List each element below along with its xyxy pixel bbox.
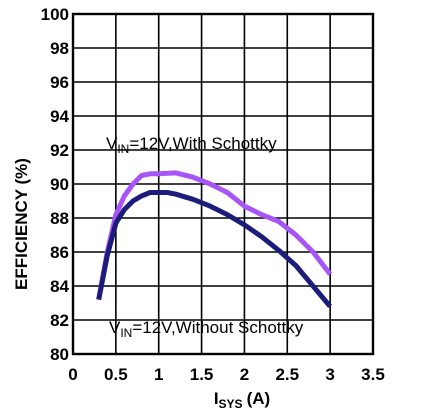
grid bbox=[73, 14, 373, 354]
series-line-with-schottky bbox=[96, 170, 333, 301]
y-tick-label: 100 bbox=[41, 5, 69, 24]
x-tick-label: 1.5 bbox=[190, 365, 214, 384]
x-axis-label-unit: (A) bbox=[247, 389, 271, 408]
y-tick-label: 98 bbox=[50, 39, 69, 58]
y-tick-label: 92 bbox=[50, 141, 69, 160]
annotation-with-schottky: VIN=12V,With Schottky bbox=[106, 134, 277, 156]
x-axis-label-sub: SYS bbox=[219, 397, 243, 411]
plot-border bbox=[71, 12, 375, 356]
annotation-with-schottky-pre: V bbox=[106, 134, 118, 153]
x-tick-label: 1 bbox=[154, 365, 163, 384]
y-tick-label: 88 bbox=[50, 209, 69, 228]
x-tick-label: 3 bbox=[325, 365, 334, 384]
x-axis-label-main: I bbox=[214, 389, 219, 408]
plot-frame bbox=[71, 12, 375, 356]
x-tick-label: 3.5 bbox=[361, 365, 385, 384]
annotation-without-schottky-post: =12V,Without Schottky bbox=[132, 318, 303, 337]
y-axis-label: EFFICIENCY (%) bbox=[12, 158, 31, 290]
y-tick-label: 82 bbox=[50, 311, 69, 330]
annotation-with-schottky-post: =12V,With Schottky bbox=[129, 134, 277, 153]
annotation-with-schottky-sub: IN bbox=[117, 142, 129, 156]
series-line-without-schottky bbox=[96, 190, 333, 309]
x-tick-label: 2 bbox=[240, 365, 249, 384]
x-tick-label: 0 bbox=[68, 365, 77, 384]
tick-labels: 0 0.5 1 1.5 2 2.5 3 3.5 80 82 84 86 88 90 92 94 96 98 100 bbox=[41, 5, 385, 384]
x-tick-label: 0.5 bbox=[104, 365, 128, 384]
annotation-without-schottky-sub: IN bbox=[120, 326, 132, 340]
annotation-without-schottky: VIN=12V,Without Schottky bbox=[109, 318, 304, 340]
y-tick-label: 94 bbox=[50, 107, 69, 126]
y-tick-label: 86 bbox=[50, 243, 69, 262]
y-tick-label: 80 bbox=[50, 345, 69, 364]
x-tick-label: 2.5 bbox=[275, 365, 299, 384]
y-tick-label: 84 bbox=[50, 277, 69, 296]
annotation-without-schottky-pre: V bbox=[109, 318, 121, 337]
y-tick-label: 90 bbox=[50, 175, 69, 194]
x-axis-label: ISYS (A) bbox=[214, 389, 270, 411]
series-layer bbox=[96, 170, 333, 309]
y-tick-label: 96 bbox=[50, 73, 69, 92]
